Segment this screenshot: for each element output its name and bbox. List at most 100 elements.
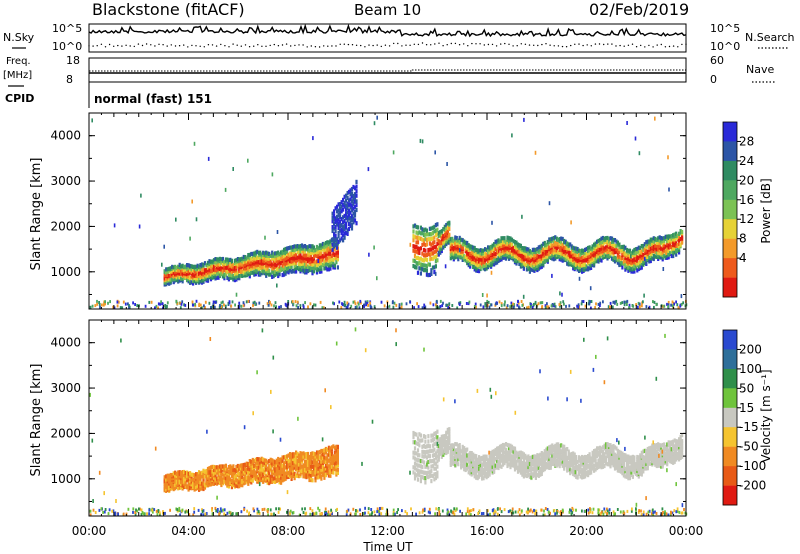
echo-cell xyxy=(333,213,336,218)
echo-cell xyxy=(415,255,418,261)
echo-cell xyxy=(254,268,257,273)
echo-cell xyxy=(548,250,551,255)
echo-cell xyxy=(263,470,266,475)
echo-cell xyxy=(223,267,226,272)
nsearch-point xyxy=(290,45,292,47)
echo-cell xyxy=(260,459,263,464)
echo-cell xyxy=(355,203,358,208)
echo-cell xyxy=(472,452,475,457)
echo-cell xyxy=(594,259,597,264)
echo-cell xyxy=(455,253,458,258)
echo-cell xyxy=(329,260,332,265)
ground-scatter-cell xyxy=(632,304,635,308)
echo-cell xyxy=(549,242,552,247)
echo-cell xyxy=(292,452,295,457)
ground-scatter-cell xyxy=(356,305,358,309)
echo-cell xyxy=(333,256,336,261)
echo-cell xyxy=(603,236,606,241)
echo-cell xyxy=(287,459,290,464)
ground-scatter-cell xyxy=(245,300,248,304)
noise-cell xyxy=(559,291,561,296)
noise-cell xyxy=(191,199,193,204)
echo-cell xyxy=(494,254,497,259)
echo-cell xyxy=(309,477,313,483)
echo-cell xyxy=(330,253,333,259)
echo-cell xyxy=(233,272,236,277)
echo-cell xyxy=(290,454,293,460)
echo-cell xyxy=(227,269,230,274)
echo-cell xyxy=(333,241,336,246)
echo-cell xyxy=(555,248,558,253)
echo-cell xyxy=(293,256,296,261)
echo-cell xyxy=(235,268,238,273)
echo-cell xyxy=(306,250,310,255)
echo-cell xyxy=(312,455,316,460)
echo-cell xyxy=(621,248,624,254)
noise-cell xyxy=(523,117,525,122)
echo-cell xyxy=(178,477,181,482)
ground-scatter-cell xyxy=(517,299,519,303)
echo-cell xyxy=(537,265,540,270)
echo-cell xyxy=(457,457,460,462)
echo-cell xyxy=(244,259,247,264)
echo-cell xyxy=(305,475,308,480)
echo-cell xyxy=(286,249,289,254)
noise-cell xyxy=(534,150,537,155)
echo-cell xyxy=(613,238,617,243)
ground-scatter-cell xyxy=(653,300,656,304)
ground-scatter-cell xyxy=(588,302,591,306)
echo-cell xyxy=(324,456,327,461)
echo-cell xyxy=(223,260,226,265)
ground-scatter-cell xyxy=(479,303,482,307)
echo-cell xyxy=(415,467,418,472)
echo-cell xyxy=(628,257,631,262)
echo-cell xyxy=(326,267,329,272)
echo-cell xyxy=(424,232,427,237)
echo-cell xyxy=(181,478,184,483)
echo-cell xyxy=(449,237,452,242)
echo-cell xyxy=(178,480,181,485)
echo-cell xyxy=(558,237,561,242)
echo-cell xyxy=(211,268,214,273)
nsearch-point xyxy=(253,45,255,47)
echo-cell xyxy=(678,241,681,246)
nsearch-point xyxy=(174,45,177,47)
echo-cell xyxy=(177,481,180,486)
echo-cell xyxy=(433,255,436,260)
echo-cell xyxy=(454,248,457,253)
nsearch-point xyxy=(298,44,300,46)
echo-cell xyxy=(305,452,308,457)
nsearch-point xyxy=(442,45,444,47)
echo-cell xyxy=(590,259,593,264)
echo-cell xyxy=(315,268,319,273)
echo-cell xyxy=(229,477,232,482)
echo-cell xyxy=(340,223,343,228)
echo-cell xyxy=(233,258,236,263)
echo-cell xyxy=(306,268,310,274)
echo-cell xyxy=(507,450,511,455)
echo-cell xyxy=(598,257,602,262)
echo-cell xyxy=(587,248,590,254)
echo-cell xyxy=(202,262,205,267)
echo-cell xyxy=(214,465,217,470)
echo-cell xyxy=(271,479,274,484)
echo-cell xyxy=(262,468,265,473)
echo-cell xyxy=(292,466,295,471)
echo-cell xyxy=(581,255,584,260)
echo-cell xyxy=(259,472,262,477)
echo-cell xyxy=(434,461,437,466)
echo-cell xyxy=(242,481,245,486)
echo-cell xyxy=(236,271,239,276)
echo-cell xyxy=(353,204,357,210)
noise-cell xyxy=(367,167,370,172)
echo-cell xyxy=(329,254,332,259)
echo-cell xyxy=(439,446,442,451)
echo-cell xyxy=(332,251,335,256)
echo-cell xyxy=(424,434,427,439)
echo-cell xyxy=(633,266,636,271)
nsearch-point xyxy=(261,45,263,47)
echo-cell xyxy=(491,464,494,469)
echo-cell xyxy=(266,475,269,480)
echo-cell xyxy=(500,253,503,259)
echo-cell xyxy=(434,232,437,237)
